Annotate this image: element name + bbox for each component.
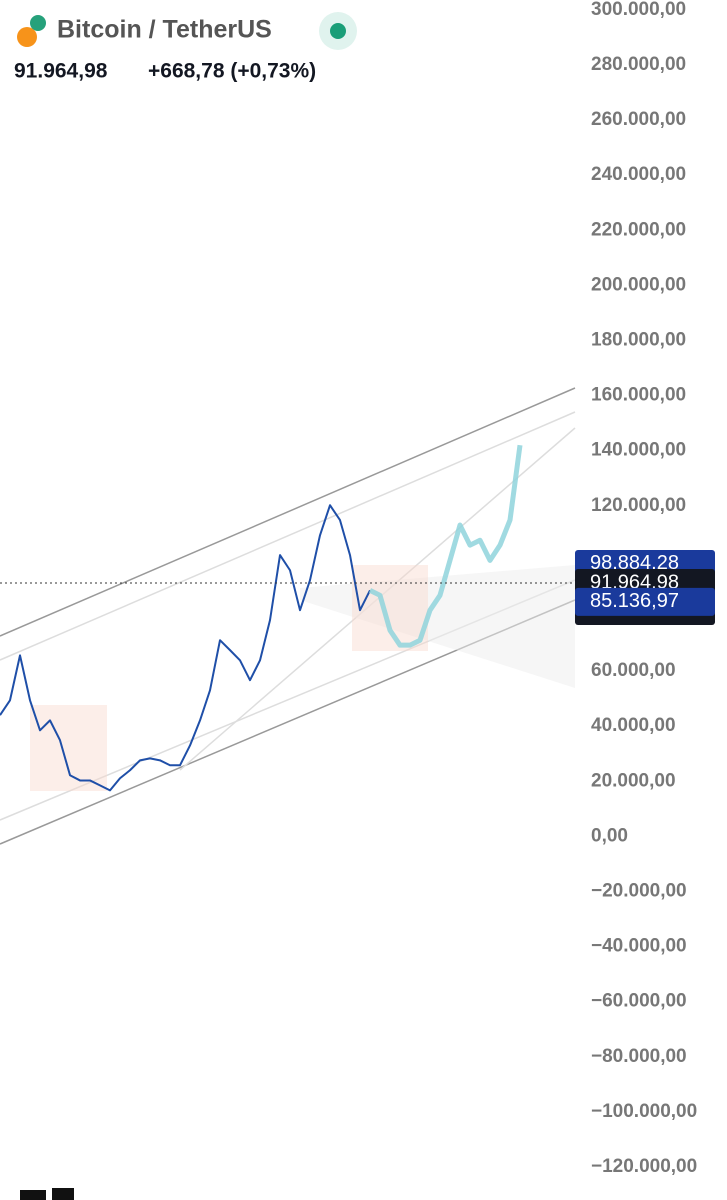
logo	[20, 1188, 74, 1200]
price-line	[368, 444, 523, 648]
y-tick-label: 120.000,00	[591, 495, 686, 516]
y-tick-label: 240.000,00	[591, 164, 686, 185]
y-tick-label: 300.000,00	[591, 0, 686, 20]
y-tick-label: 180.000,00	[591, 330, 686, 351]
symbol-title: Bitcoin / TetherUS	[57, 16, 272, 44]
y-tick-label: −20.000,00	[591, 880, 687, 901]
y-tick-label: 0,00	[591, 825, 628, 846]
drawings	[0, 387, 576, 845]
y-tick-label: 220.000,00	[591, 219, 686, 240]
price-line	[0, 504, 371, 792]
y-tick-label: −60.000,00	[591, 991, 687, 1012]
header: Bitcoin / TetherUS 91.964,98 +668,78 (+0…	[14, 12, 357, 83]
logo-part	[20, 1190, 46, 1200]
y-tick-label: −100.000,00	[591, 1101, 697, 1122]
y-tick-label: 200.000,00	[591, 274, 686, 295]
usdt-icon	[30, 15, 46, 31]
y-tick-label: 280.000,00	[591, 54, 686, 75]
y-tick-label: 260.000,00	[591, 109, 686, 130]
y-tick-label: 160.000,00	[591, 385, 686, 406]
y-tick-label: 40.000,00	[591, 715, 676, 736]
btc-icon	[17, 27, 37, 47]
channel-top	[0, 387, 576, 637]
channel-line	[0, 411, 576, 661]
logo-part	[52, 1188, 74, 1200]
price-tag	[575, 587, 715, 616]
zone	[300, 565, 575, 688]
price-change: +668,78 (+0,73%)	[148, 60, 316, 83]
y-tick-label: 140.000,00	[591, 440, 686, 461]
price-tag-label: 85.136,97	[590, 590, 679, 612]
box	[352, 565, 428, 651]
y-tick-label: −40.000,00	[591, 936, 687, 957]
price-tag-label: 91.964,98	[590, 571, 679, 593]
last-price: 91.964,98	[14, 60, 108, 83]
price-tag-label: 98.884,28	[590, 552, 679, 574]
y-tick-label: 20.000,00	[591, 770, 676, 791]
status-dot	[330, 23, 346, 39]
y-tick-label: 60.000,00	[591, 660, 676, 681]
y-tick-label: −120.000,00	[591, 1156, 697, 1177]
y-tick-label: −80.000,00	[591, 1046, 687, 1067]
box	[30, 705, 107, 791]
